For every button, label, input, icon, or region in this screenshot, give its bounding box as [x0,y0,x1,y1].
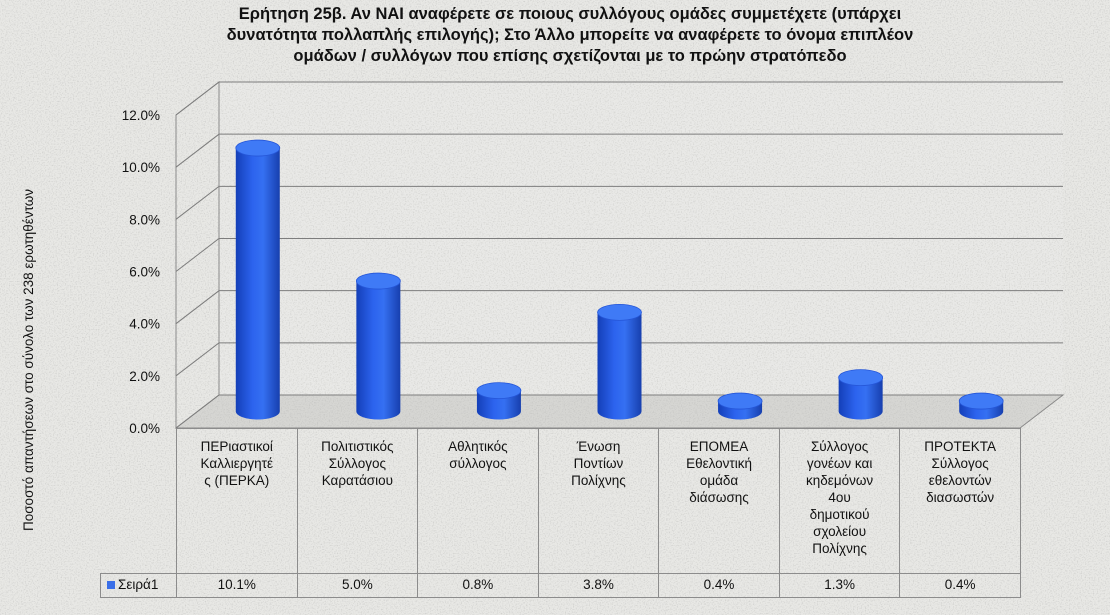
category-label: Αθλητικός σύλλογος [417,428,539,574]
data-table: ΠΕΡιαστικοί Καλλιεργητέ ς (ΠΕΡΚΑ) Πολιτιστι… [100,428,1021,598]
value-row: Σειρά1 10.1% 5.0% 0.8% 3.8% 0.4% 1.3% 0.4% [100,573,1021,598]
category-label-line: διάσωσης [689,490,749,505]
category-label-line: ΕΠΟΜΕΑ [689,439,749,454]
bar-4 [597,303,642,420]
bar-2 [355,272,401,420]
category-label-line: Σύλλογος [328,456,386,471]
chart-title: Ερήτηση 25β. Αν ΝΑΙ αναφέρετε σε ποιους … [120,4,1020,67]
bar-top [235,139,281,157]
bar-body [838,377,883,420]
category-label-line: διασωστών [926,490,995,505]
category-label: ΠΡΟΤΕΚΤΑ Σύλλογος εθελοντών διασωστών [899,428,1021,574]
data-value: 0.4% [899,573,1021,598]
category-label-line: ομάδα [699,473,739,488]
legend-swatch [107,581,115,590]
bar-top [597,303,642,321]
category-label-line: Πολίχνης [812,541,867,556]
category-label-line: Αθλητικός [448,439,508,454]
bar-top [355,272,401,290]
gridline [175,394,1063,429]
y-tick-label: 8.0% [129,212,160,227]
category-label-line: Ένωση [576,439,621,454]
gridline [175,290,1063,325]
category-label-line: εθελοντών [928,473,992,488]
category-label-line: ς (ΠΕΡΚΑ) [204,473,270,488]
category-label-line: Εθελοντική [686,456,752,471]
gridline [175,185,1063,220]
category-label-line: Καρατάσιου [321,473,393,488]
category-label: Σύλλογος γονέων και κηδεμόνων 4ου δημοτικού σ… [778,428,901,574]
bar-7 [958,392,1004,420]
y-tick-label: 2.0% [129,369,160,384]
category-label-line: Ποντίων [573,456,624,471]
category-label-line: σχολείου [813,524,867,539]
category-label: Ένωση Ποντίων Πολίχνης [537,428,660,574]
bar-top [717,392,763,410]
category-label-line: ΠΕΡιαστικοί [200,439,273,454]
category-label-line: σύλλογος [449,456,507,471]
y-tick-label: 4.0% [129,317,160,332]
bar-top [476,382,522,400]
y-tick-label: 10.0% [122,160,160,175]
data-value: 5.0% [296,573,419,598]
data-value: 0.4% [658,573,780,598]
bar-1 [235,139,281,420]
category-label-line: Σύλλογος [810,439,869,454]
category-row: ΠΕΡιαστικοί Καλλιεργητέ ς (ΠΕΡΚΑ) Πολιτιστι… [100,428,1021,574]
category-label: ΕΠΟΜΕΑ Εθελοντική ομάδα διάσωσης [658,428,780,574]
gridline [175,133,1063,168]
category-label-line: Καλλιεργητέ [200,456,273,471]
category-label-line: Σύλλογος [931,456,989,471]
chart-title-line: ομάδων / συλλόγων που επίσης σχετίζονται… [293,47,847,65]
gridline [175,238,1063,272]
bar-body [235,148,280,420]
bar-body [597,312,642,420]
data-value: 3.8% [537,573,660,598]
category-label-line: δημοτικού [809,507,870,522]
chart-title-line: Ερήτηση 25β. Αν ΝΑΙ αναφέρετε σε ποιους … [238,5,902,23]
category-label-line: Πολιτιστικός [321,439,394,454]
category-label-line: Πολίχνης [571,473,626,488]
bar-top [958,392,1004,410]
gridline [175,81,1063,116]
category-label-line: γονέων και [806,456,873,471]
chart-title-line: δυνατότητα πολλαπλής επιλογής); Στο Άλλο… [226,26,914,44]
legend-entry: Σειρά1 [100,573,177,598]
category-label-line: ΠΡΟΤΕΚΤΑ [924,439,997,454]
bar-3 [476,382,522,420]
data-value: 10.1% [176,573,298,598]
category-label: ΠΕΡιαστικοί Καλλιεργητέ ς (ΠΕΡΚΑ) [176,428,298,574]
bar-top [838,369,884,386]
category-label-line: 4ου [828,490,851,505]
category-label-line: κηδεμόνων [806,473,874,488]
bar-body [356,281,401,420]
legend-label: Σειρά1 [118,577,159,592]
table-corner [100,428,177,574]
bar-6 [838,369,884,420]
y-tick-label: 12.0% [122,108,160,123]
bar-5 [717,392,763,420]
data-value: 1.3% [778,573,901,598]
category-label: Πολιτιστικός Σύλλογος Καρατάσιου [296,428,419,574]
y-tick-label: 6.0% [129,265,160,280]
gridline [175,342,1063,377]
data-value: 0.8% [417,573,539,598]
